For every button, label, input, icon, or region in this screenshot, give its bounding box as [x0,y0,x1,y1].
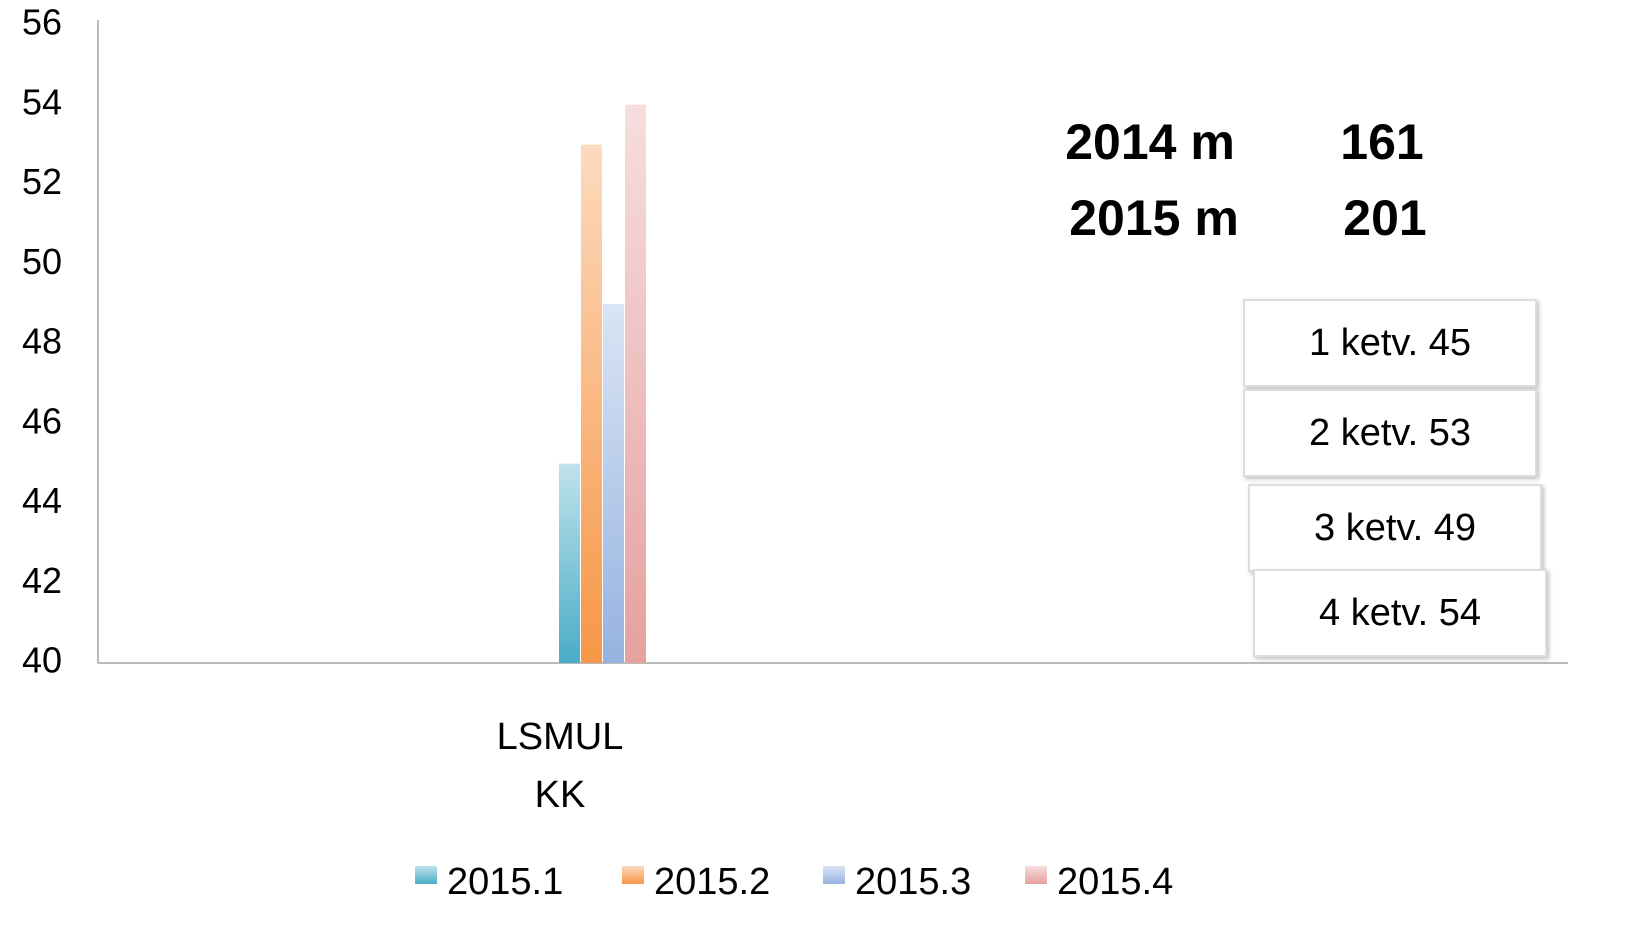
bar [581,144,602,663]
x-tick-label: LSMUL KK [496,716,624,816]
annotation: 1 ketv. 45 [1309,322,1471,364]
y-tick-label: 42 [22,560,62,601]
annotation: 4 ketv. 54 [1319,592,1481,634]
annotation: 201 [1343,190,1426,246]
annotation-box [1243,389,1537,477]
legend-swatch [823,866,845,884]
annotation-box [1243,299,1537,387]
y-tick-label: 50 [22,241,62,282]
bar [559,463,580,663]
legend-label: 2015.1 [447,861,563,903]
legend-swatch [622,866,644,884]
y-tick-label: 40 [22,640,62,681]
y-tick-label: 48 [22,321,62,362]
annotation: 3 ketv. 49 [1314,507,1476,549]
annotation: 2015 m [1069,190,1239,246]
y-tick-label: 46 [22,400,62,441]
y-tick-label: 56 [22,2,62,43]
legend-label: 2015.4 [1057,861,1173,903]
annotation: 2014 m [1065,114,1235,170]
legend-swatch [415,866,437,884]
annotation: 161 [1340,114,1423,170]
bar [625,104,646,663]
annotation-box [1248,484,1542,572]
legend-label: 2015.3 [855,861,971,903]
y-tick-label: 52 [22,161,62,202]
bar [603,304,624,663]
y-tick-label: 44 [22,480,62,521]
legend-label: 2015.2 [654,861,770,903]
annotation-box [1253,569,1547,657]
y-tick-label: 54 [22,81,62,122]
annotation: 2 ketv. 53 [1309,412,1471,454]
legend-swatch [1025,866,1047,884]
